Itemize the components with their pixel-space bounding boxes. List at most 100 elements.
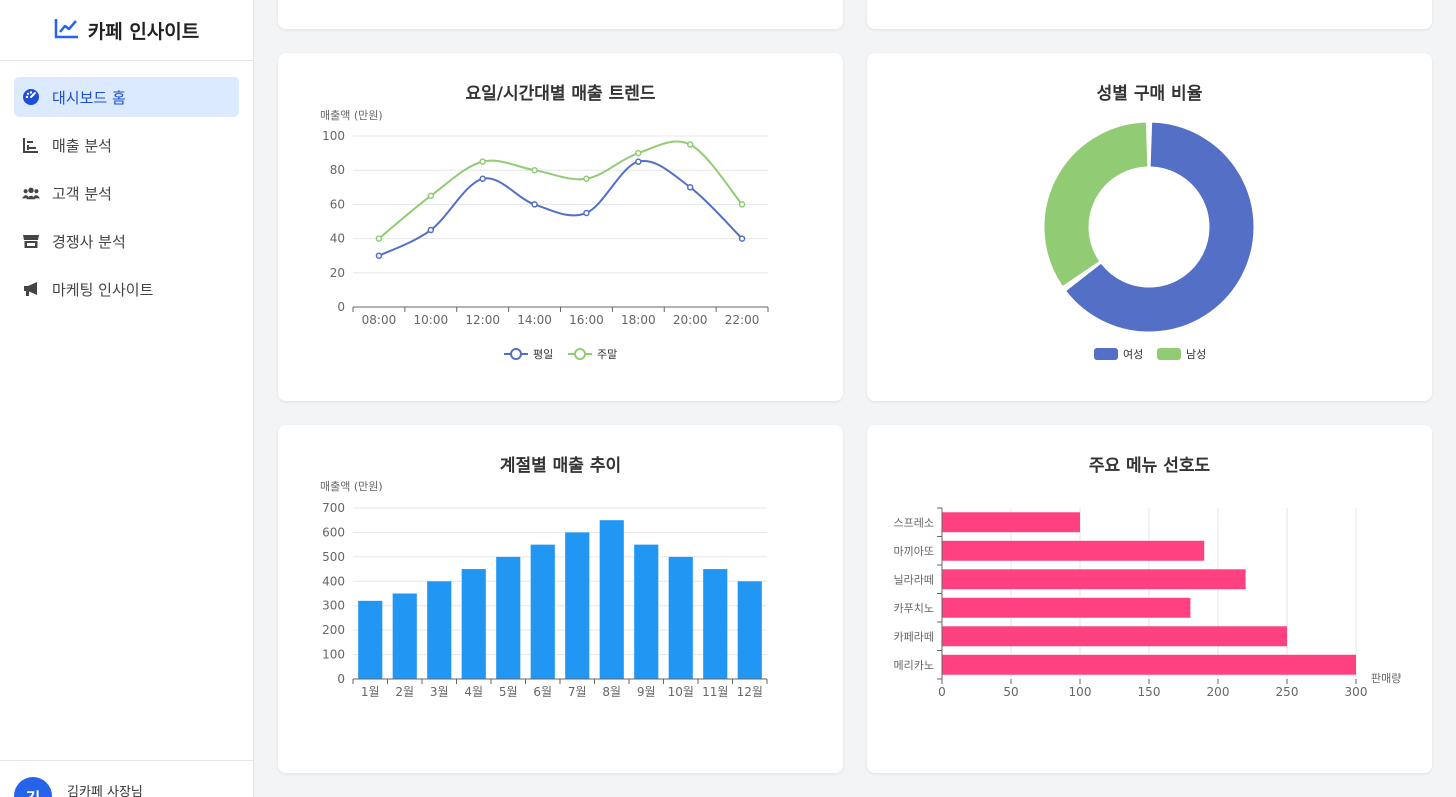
- data-point: [531, 166, 538, 174]
- gender-chart: 여성 남성: [1044, 122, 1254, 361]
- trend-chart-card: 요일/시간대별 매출 트렌드 매출액 (만원) 0 20 40 60 80 100 08:00…: [278, 53, 843, 401]
- legend-swatch: [1157, 348, 1181, 360]
- x-tick-label: 12월: [737, 685, 763, 699]
- bar: [496, 556, 521, 679]
- menu-chart-title: 주요 메뉴 선호도: [1088, 456, 1211, 476]
- data-point: [686, 141, 694, 148]
- x-axis-label: 판매량: [1371, 672, 1401, 685]
- y-tick-label: 60: [330, 197, 345, 211]
- bar: [942, 512, 1080, 533]
- x-tick-label: 22:00: [725, 313, 760, 327]
- seasonal-chart: 매출액 (만원) 0 100 200 300 400 500 600 700 1월 2월 3월 4월 5월…: [320, 480, 768, 699]
- users-icon: [22, 184, 40, 202]
- legend-swatch: [1094, 348, 1118, 360]
- series-line-1: [378, 160, 743, 257]
- sidebar-item-label: 고객 분석: [52, 184, 112, 203]
- x-tick-label: 10:00: [414, 313, 449, 327]
- dashboard-icon: [22, 88, 40, 106]
- bar: [530, 544, 555, 679]
- sidebar-item-1[interactable]: 대시보드 홈: [14, 77, 239, 117]
- user-profile[interactable]: 김 김카페 사장님: [0, 760, 254, 797]
- menu-chart-card: 주요 메뉴 선호도 0 50 100 150 200 250 300 메리카노 카페라떼 카푸치노…: [867, 425, 1432, 773]
- x-tick-label: 3월: [430, 685, 449, 699]
- sidebar-item-5[interactable]: 마케팅 인사이트: [14, 269, 239, 309]
- x-tick-label: 16:00: [569, 313, 604, 327]
- sidebar-item-2[interactable]: 매출 분석: [14, 125, 239, 165]
- y-tick-label: 100: [322, 648, 345, 662]
- y-tick-label: 600: [322, 525, 345, 539]
- y-tick-label: 300: [322, 599, 345, 613]
- bar: [942, 626, 1287, 647]
- legend-label: 여성: [1123, 348, 1143, 361]
- y-tick-label: 400: [322, 574, 345, 588]
- bar: [392, 593, 417, 679]
- bar: [634, 544, 659, 679]
- data-point: [375, 235, 383, 242]
- bar: [358, 600, 383, 679]
- x-tick-label: 100: [1069, 685, 1092, 699]
- store-icon: [22, 232, 40, 250]
- sidebar-item-4[interactable]: 경쟁사 분석: [14, 221, 239, 261]
- data-point: [427, 226, 435, 234]
- card-partial-right: [867, 0, 1432, 29]
- y-tick-label: 40: [330, 232, 345, 246]
- megaphone-icon: [22, 280, 40, 298]
- bar: [461, 569, 486, 679]
- brand[interactable]: 카페 인사이트: [0, 0, 253, 61]
- x-tick-label: 50: [1003, 685, 1018, 699]
- x-tick-label: 14:00: [517, 313, 552, 327]
- x-tick-label: 6월: [533, 685, 552, 699]
- bar: [427, 581, 452, 679]
- y-tick-label: 0: [337, 300, 345, 314]
- x-tick-label: 20:00: [673, 313, 708, 327]
- sidebar-item-label: 경쟁사 분석: [52, 232, 126, 251]
- y-tick-label: 카푸치노: [894, 602, 934, 615]
- data-point: [583, 209, 590, 217]
- y-tick-label: 카페라떼: [894, 630, 934, 643]
- app-title: 카페 인사이트: [87, 20, 200, 43]
- menu-chart: 0 50 100 150 200 250 300 메리카노 카페라떼 카푸치노 닐라라떼 마끼아또 스프…: [894, 507, 1401, 699]
- x-tick-label: 200: [1207, 685, 1230, 699]
- x-tick-label: 0: [938, 685, 946, 699]
- bar: [599, 520, 624, 679]
- bar: [942, 597, 1191, 618]
- x-tick-label: 10월: [668, 685, 694, 699]
- x-tick-label: 9월: [637, 685, 656, 699]
- data-point: [427, 192, 435, 200]
- legend-marker: [510, 348, 522, 360]
- data-point: [375, 252, 383, 259]
- seasonal-chart-title: 계절별 매출 추이: [499, 456, 622, 476]
- x-tick-label: 5월: [499, 685, 518, 699]
- x-tick-label: 18:00: [621, 313, 656, 327]
- trend-chart: 매출액 (만원) 0 20 40 60 80 100 08:00 10:00 12:00 14:00…: [320, 109, 769, 361]
- y-tick-label: 500: [322, 550, 345, 564]
- data-point: [479, 158, 486, 165]
- y-axis-label: 매출액 (만원): [320, 109, 383, 122]
- data-point: [479, 175, 486, 182]
- y-tick-label: 100: [322, 129, 345, 143]
- avatar: 김: [14, 777, 52, 797]
- series-line-2: [378, 140, 743, 240]
- y-tick-label: 700: [322, 501, 345, 515]
- sidebar-item-3[interactable]: 고객 분석: [14, 173, 239, 213]
- data-point: [583, 175, 590, 182]
- pie-slice-2: [1044, 122, 1148, 286]
- y-tick-label: 20: [330, 266, 345, 280]
- legend-label: 주말: [597, 348, 617, 361]
- bar-chart-icon: [22, 136, 40, 154]
- x-tick-label: 08:00: [362, 313, 397, 327]
- bar: [942, 569, 1246, 590]
- data-point: [531, 201, 538, 208]
- bar: [668, 556, 693, 679]
- x-tick-label: 2월: [395, 685, 414, 699]
- gender-chart-card: 성별 구매 비율 여성 남성: [867, 53, 1432, 401]
- user-name: 김카페 사장님: [67, 785, 143, 797]
- sidebar-item-label: 마케팅 인사이트: [52, 280, 154, 299]
- y-tick-label: 200: [322, 623, 345, 637]
- bar: [942, 654, 1356, 675]
- x-tick-label: 1월: [361, 685, 380, 699]
- x-tick-label: 150: [1138, 685, 1161, 699]
- y-tick-label: 닐라라떼: [894, 573, 934, 586]
